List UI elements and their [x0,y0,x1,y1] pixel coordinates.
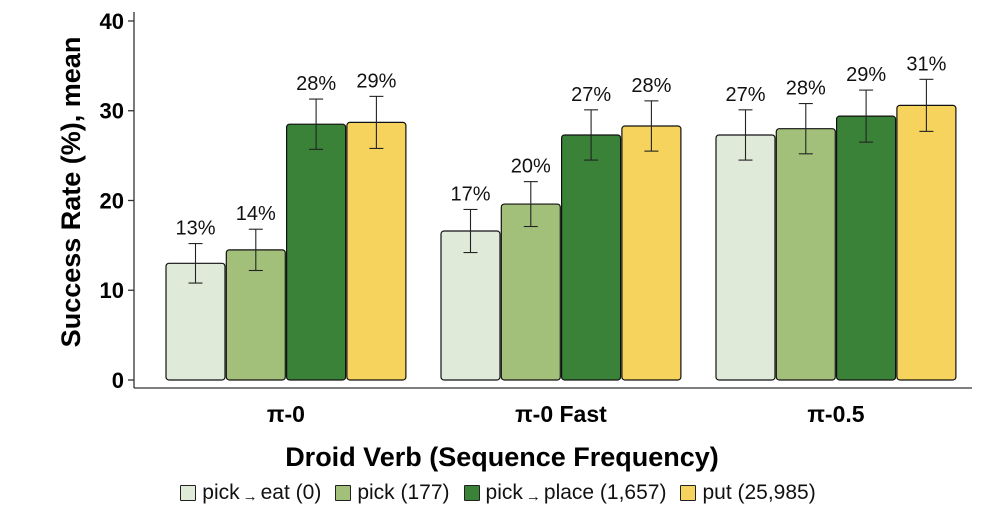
data-label: 27% [725,84,765,106]
legend-item: pick → eat (0) [180,481,321,505]
data-label: 13% [175,218,215,240]
legend-item: pick (177) [335,481,450,505]
data-label: 28% [631,75,671,97]
bar [621,125,682,381]
bar [346,121,407,381]
bar [715,134,776,381]
legend-swatch [463,485,480,501]
x-category-label: π-0 [267,401,305,427]
legend-arrow: → [242,488,258,505]
legend-label: put (25,985) [702,481,815,505]
bar [560,134,622,381]
bar [775,128,836,381]
legend-swatch [335,485,352,501]
bar [896,104,957,381]
data-label: 14% [236,203,276,225]
bar [500,203,561,381]
data-label: 20% [511,156,551,178]
legend-text: pick (177) [357,481,450,504]
legend-arrow: → [525,488,541,505]
data-label: 29% [846,64,886,86]
data-label: 29% [356,70,396,92]
legend-text: put (25,985) [702,481,816,504]
data-labels: 13% 14% 28% 29% 17% 20% 27% 28% 27% 28% 29% 31% [175,53,946,239]
bar-chart: 0 10 20 30 40 13% 14% 28% 29% 17% 20% 27% 28% 27% 28%… [56,9,972,472]
data-label: 28% [786,78,826,100]
legend-text: pick [202,481,240,504]
legend-item: pick → place (1,657) [463,481,667,505]
bar [440,230,501,381]
legend-label: pick → eat (0) [202,481,321,505]
bars [165,104,957,381]
bar [286,123,347,381]
bar [835,115,897,381]
x-category-labels: π-0 π-0 Fast π-0.5 [267,401,865,427]
data-label: 27% [571,84,611,106]
y-tick-label: 30 [100,99,124,124]
legend-label: pick → place (1,657) [486,481,667,505]
y-tick-label: 10 [100,278,124,303]
legend: pick → eat (0) pick (177) pick → place (1,657)… [0,481,996,505]
error-bars [188,78,934,284]
y-axis-title: Success Rate (%), mean [56,37,86,348]
y-tick-label: 40 [100,9,124,34]
legend-swatch [180,485,197,501]
data-label: 17% [450,183,490,205]
y-ticks: 0 10 20 30 40 [100,9,134,393]
y-tick-label: 20 [100,188,124,213]
x-category-label: π-0 Fast [515,401,607,427]
legend-text: eat (0) [260,481,322,504]
y-tick-label: 0 [112,368,124,393]
x-axis-title: Droid Verb (Sequence Frequency) [285,442,719,472]
legend-text: place (1,657) [543,481,667,504]
x-category-label: π-0.5 [807,401,864,427]
legend-swatch [680,485,697,501]
legend-label: pick (177) [357,481,449,505]
data-label: 28% [296,73,336,95]
legend-item: put (25,985) [680,481,816,505]
legend-text: pick [485,481,523,504]
data-label: 31% [906,53,946,75]
